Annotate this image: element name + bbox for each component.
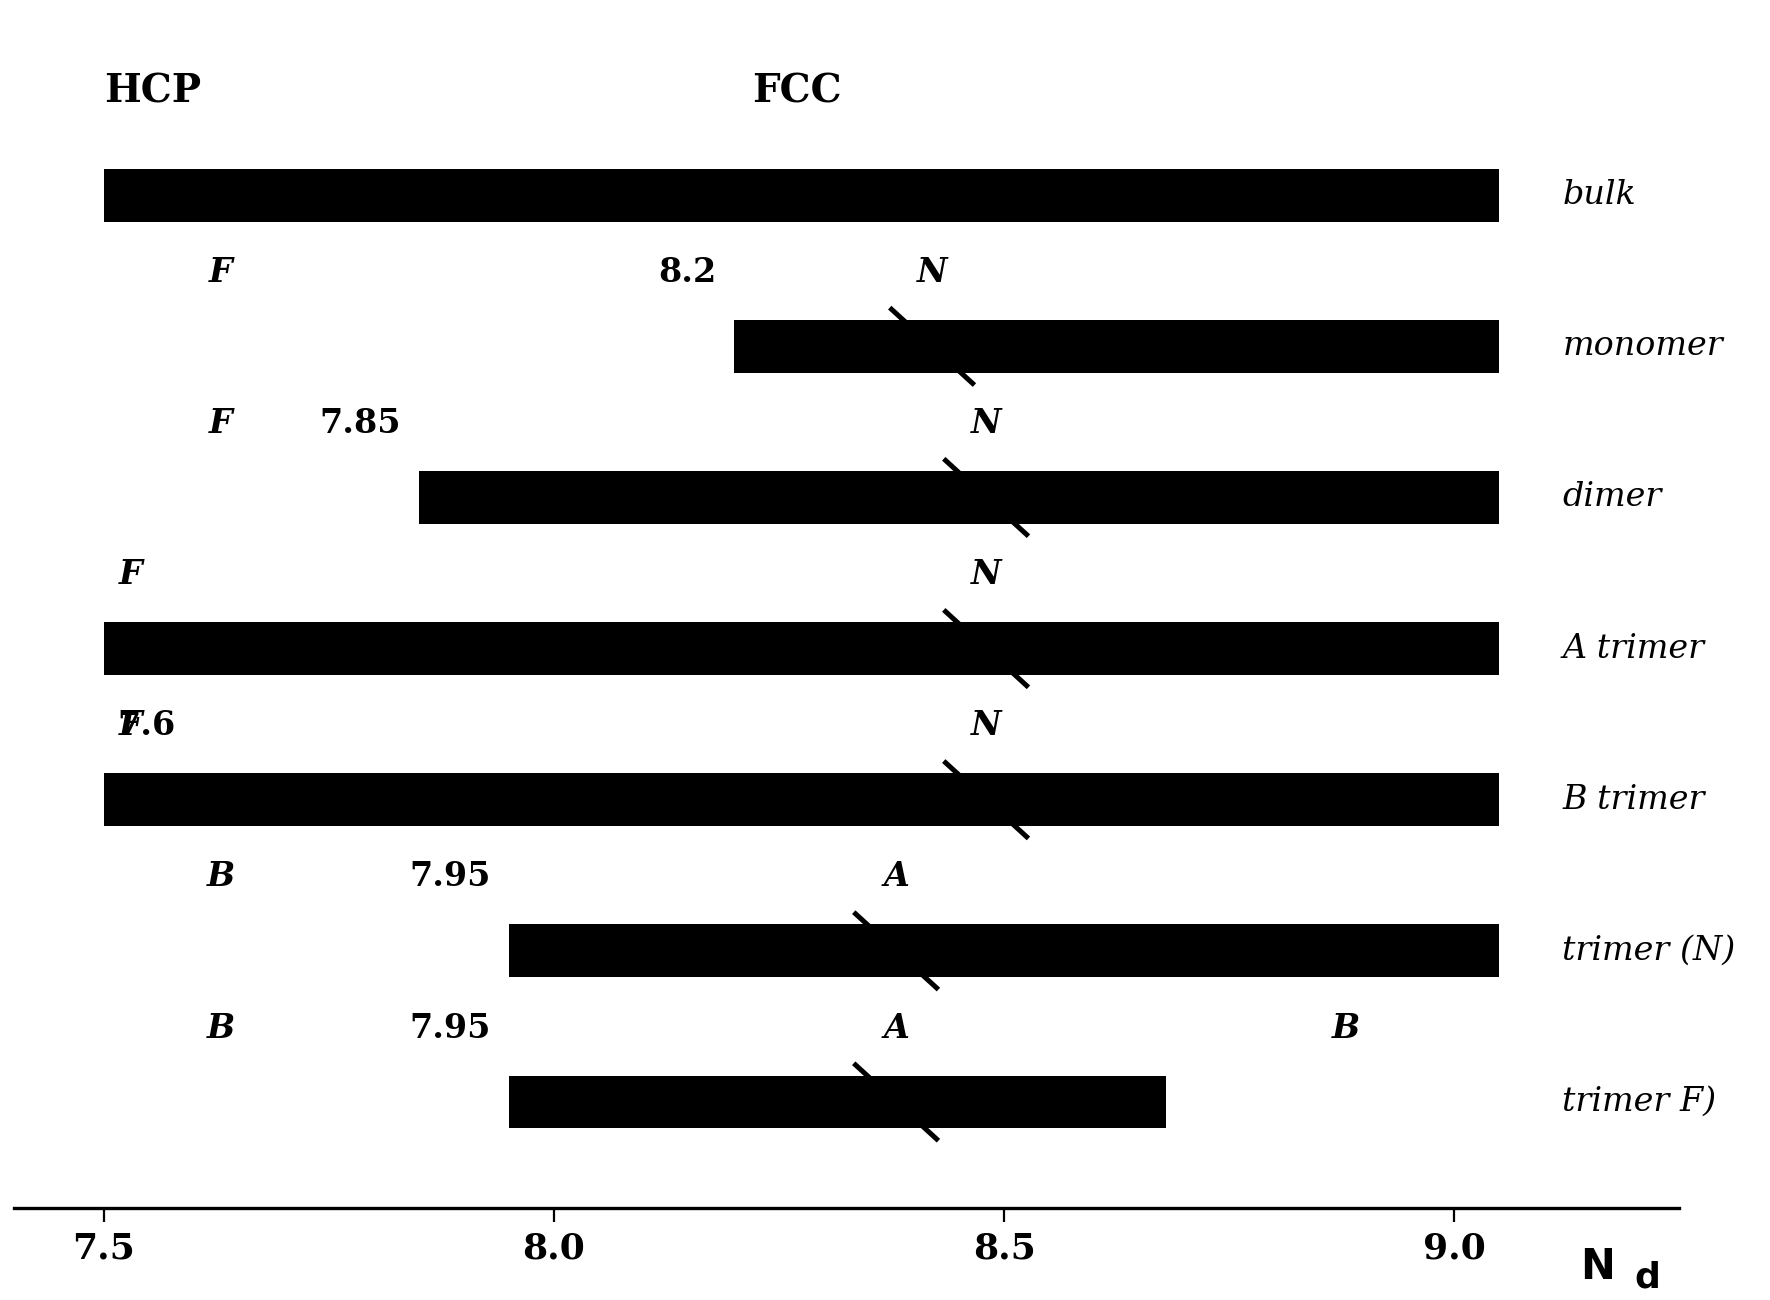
Text: N: N xyxy=(972,407,1002,441)
Bar xyxy=(419,471,1499,524)
Bar xyxy=(510,924,1499,978)
Text: A trimer: A trimer xyxy=(1563,633,1705,664)
Text: trimer F): trimer F) xyxy=(1563,1086,1717,1118)
Bar xyxy=(104,169,1499,222)
Text: F: F xyxy=(119,710,143,742)
Text: 7.6: 7.6 xyxy=(117,710,175,742)
Text: 8.2: 8.2 xyxy=(658,256,717,289)
Bar xyxy=(510,1075,1166,1128)
Text: F: F xyxy=(209,407,234,441)
Text: $\bf{N}$: $\bf{N}$ xyxy=(1581,1245,1612,1287)
Text: 7.95: 7.95 xyxy=(409,1011,490,1044)
Text: 7.95: 7.95 xyxy=(409,861,490,893)
Text: B: B xyxy=(207,1011,235,1044)
Text: N: N xyxy=(917,256,947,289)
Text: 7.85: 7.85 xyxy=(319,407,402,441)
Text: F: F xyxy=(119,558,143,592)
Text: A: A xyxy=(883,1011,910,1044)
Text: F: F xyxy=(209,256,234,289)
Text: dimer: dimer xyxy=(1563,481,1662,514)
Text: B: B xyxy=(1333,1011,1361,1044)
Text: A: A xyxy=(883,861,910,893)
Text: B trimer: B trimer xyxy=(1563,784,1705,815)
Bar xyxy=(735,320,1499,373)
Text: trimer (N): trimer (N) xyxy=(1563,935,1735,967)
Bar xyxy=(104,623,1499,675)
Text: FCC: FCC xyxy=(752,73,843,110)
Text: N: N xyxy=(972,710,1002,742)
Text: HCP: HCP xyxy=(104,73,202,110)
Text: $\bf{d}$: $\bf{d}$ xyxy=(1634,1261,1658,1295)
Text: B: B xyxy=(207,861,235,893)
Text: N: N xyxy=(972,558,1002,592)
Text: monomer: monomer xyxy=(1563,330,1722,363)
Bar xyxy=(104,774,1499,827)
Text: bulk: bulk xyxy=(1563,179,1635,211)
